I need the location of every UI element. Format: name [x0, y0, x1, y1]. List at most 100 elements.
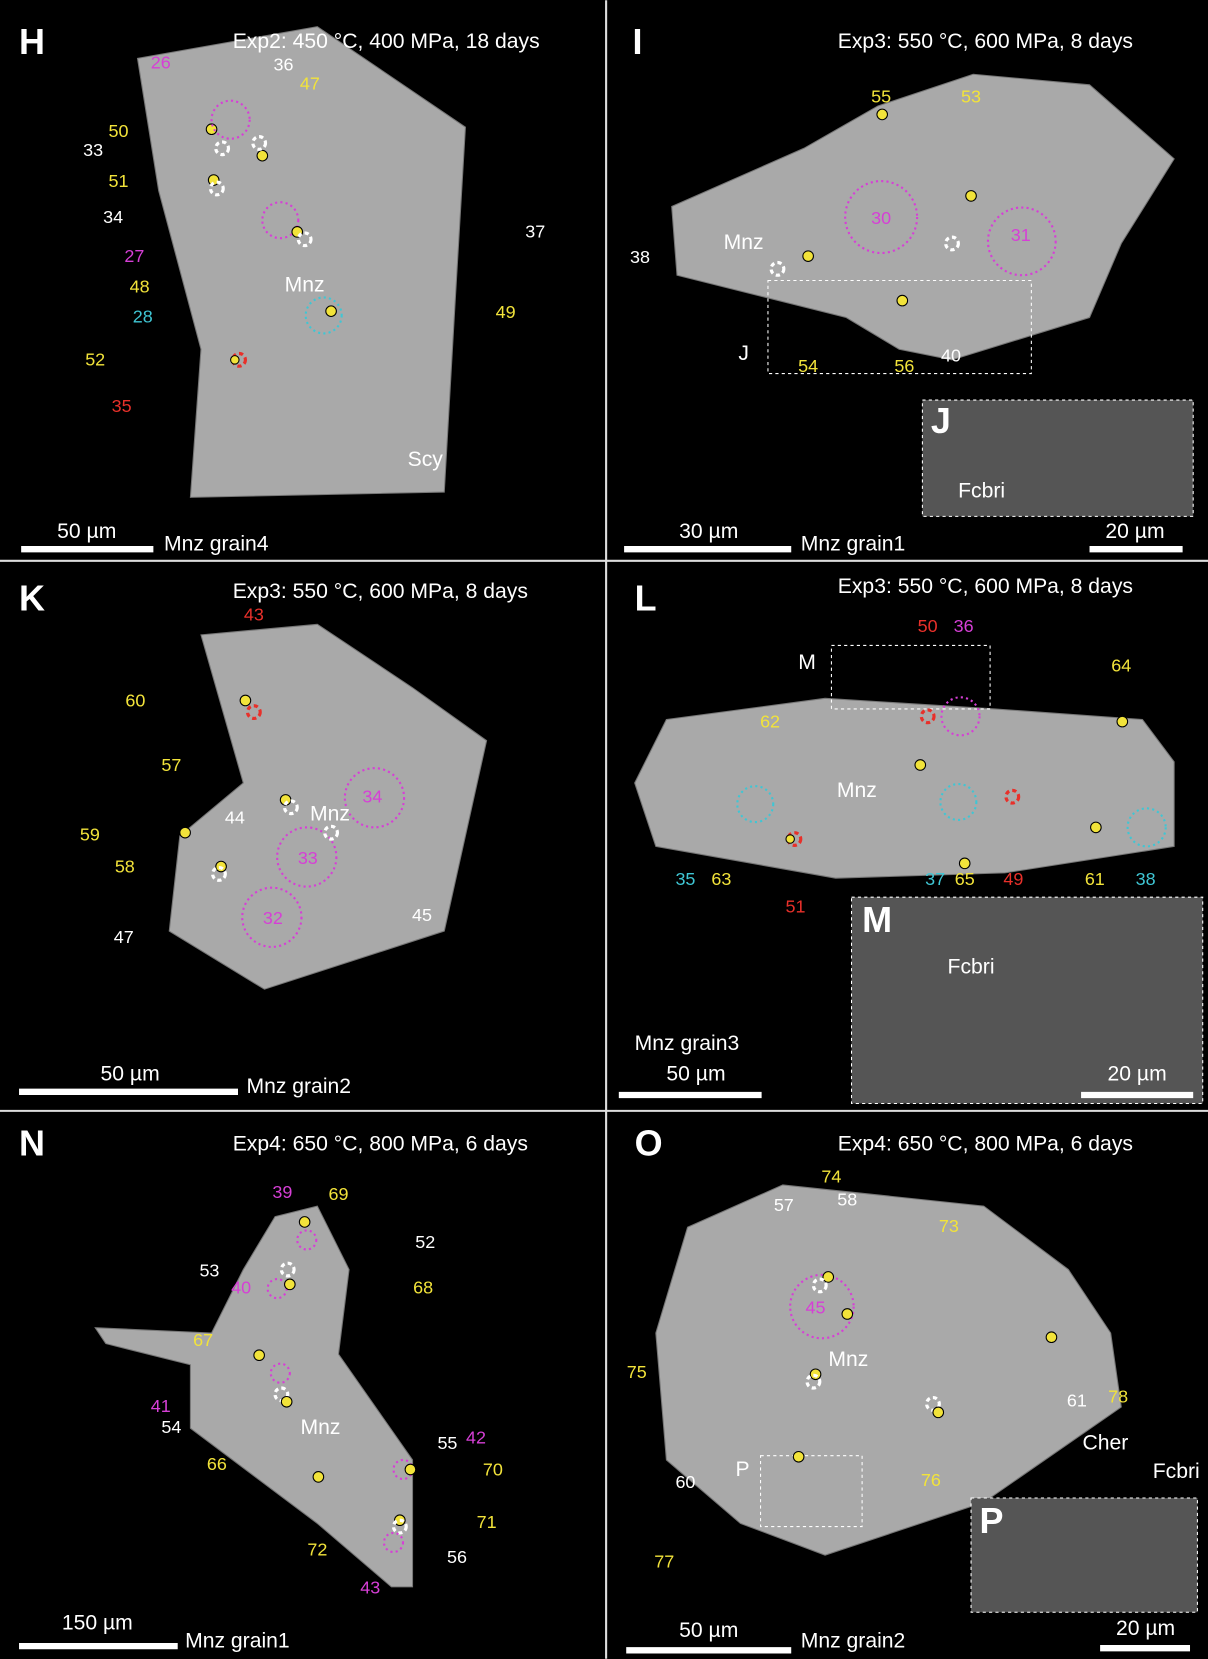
spot-label: 70 — [483, 1459, 503, 1479]
spot-label: 52 — [415, 1232, 435, 1252]
analysis-spot — [915, 760, 926, 771]
spot-label: 61 — [1085, 869, 1105, 889]
analysis-spot — [786, 835, 794, 843]
spot-label: Scy — [408, 448, 444, 471]
spot-label: 34 — [103, 207, 123, 227]
panel-letter: N — [19, 1122, 45, 1163]
spot-label: 55 — [437, 1433, 457, 1453]
spot-label: 58 — [837, 1190, 857, 1210]
grain-name: Mnz grain1 — [801, 533, 906, 556]
spot-label: 55 — [871, 86, 891, 106]
spot-label: 36 — [954, 616, 974, 636]
spot-label: 45 — [806, 1297, 826, 1317]
spot-label: P — [736, 1458, 750, 1481]
analysis-spot — [966, 191, 977, 202]
scale-bar-label: 50 µm — [679, 1619, 738, 1642]
scale-bar-label: 50 µm — [57, 520, 116, 543]
spot-label: Mnz — [724, 231, 764, 254]
analysis-spot — [240, 695, 251, 706]
analysis-spot — [180, 827, 191, 838]
spot-label: 74 — [821, 1166, 841, 1186]
spot-label: Mnz — [837, 779, 877, 802]
spot-label: 45 — [412, 905, 432, 925]
grain-name: Mnz grain2 — [801, 1629, 906, 1652]
spot-label: 63 — [711, 869, 731, 889]
spot-label: 48 — [130, 277, 150, 297]
analysis-spot — [823, 1272, 834, 1283]
analysis-spot — [326, 306, 337, 317]
spot-label: 39 — [272, 1182, 292, 1202]
spot-label: 42 — [466, 1428, 486, 1448]
scale-bar-label: 20 µm — [1108, 1063, 1167, 1086]
analysis-spot — [877, 109, 888, 120]
spot-label: 65 — [955, 869, 975, 889]
spot-label: 28 — [133, 306, 153, 326]
spot-label: 54 — [798, 356, 818, 376]
spot-label: 26 — [151, 52, 171, 72]
grain-name: Mnz grain2 — [246, 1075, 351, 1098]
figure: HExp2: 450 °C, 400 MPa, 18 days50 µmMnz … — [0, 0, 1208, 1659]
spot-label: 50 — [918, 616, 938, 636]
spot-label: 41 — [151, 1396, 171, 1416]
page: HExp2: 450 °C, 400 MPa, 18 days50 µmMnz … — [0, 0, 1208, 1659]
spot-label: 53 — [961, 86, 981, 106]
spot-label: 43 — [244, 605, 264, 625]
phase-label: Fcbri — [948, 956, 995, 979]
analysis-spot — [1046, 1332, 1057, 1343]
spot-label: Cher — [1082, 1432, 1128, 1455]
spot-label: 51 — [108, 171, 128, 191]
spot-label: 35 — [112, 396, 132, 416]
spot-label: 37 — [525, 222, 545, 242]
inset-letter: P — [980, 1500, 1004, 1541]
spot-label: 49 — [496, 302, 516, 322]
spot-label: Mnz — [301, 1416, 341, 1439]
analysis-spot — [405, 1464, 416, 1475]
analysis-spot — [285, 1279, 296, 1290]
spot-label: 73 — [939, 1216, 959, 1236]
panel-letter: I — [633, 21, 643, 62]
spot-label: M — [798, 651, 816, 674]
spot-label: 64 — [1111, 655, 1131, 675]
spot-label: 36 — [273, 55, 293, 75]
spot-label: 47 — [114, 927, 134, 947]
spot-label: 32 — [263, 908, 283, 928]
spot-label: Mnz — [285, 273, 325, 296]
phase-label: Fcbri — [958, 480, 1005, 503]
spot-label: 72 — [307, 1540, 327, 1560]
analysis-spot — [803, 251, 814, 262]
panel-letter: K — [19, 578, 45, 619]
spot-label: 49 — [1003, 869, 1023, 889]
condition: Exp3: 550 °C, 600 MPa, 8 days — [838, 575, 1133, 598]
scale-bar-label: 50 µm — [101, 1063, 160, 1086]
spot-label: 60 — [125, 690, 145, 710]
analysis-spot — [231, 356, 239, 364]
spot-label: 30 — [871, 208, 891, 228]
spot-label: 27 — [124, 246, 144, 266]
analysis-spot — [1117, 716, 1128, 727]
analysis-spot — [959, 858, 970, 869]
spot-label: 76 — [921, 1470, 941, 1490]
analysis-spot — [299, 1217, 310, 1228]
spot-label: 53 — [199, 1260, 219, 1280]
analysis-spot — [933, 1407, 944, 1418]
spot-label: 33 — [83, 140, 103, 160]
grain-name: Mnz grain3 — [635, 1032, 740, 1055]
spot-label: 78 — [1108, 1386, 1128, 1406]
spot-label: 38 — [1136, 869, 1156, 889]
spot-label: 56 — [447, 1547, 467, 1567]
grain-name: Mnz grain4 — [164, 533, 269, 556]
analysis-spot — [257, 150, 268, 161]
analysis-spot — [254, 1350, 265, 1361]
analysis-spot — [313, 1472, 324, 1483]
spot-label: 71 — [477, 1512, 497, 1532]
condition: Exp3: 550 °C, 600 MPa, 8 days — [233, 580, 528, 603]
condition: Exp3: 550 °C, 600 MPa, 8 days — [838, 30, 1133, 53]
spot-label: 58 — [115, 856, 135, 876]
spot-label: 61 — [1067, 1391, 1087, 1411]
inset-letter: J — [931, 400, 951, 441]
spot-label: 56 — [894, 356, 914, 376]
spot-label: 34 — [362, 787, 382, 807]
panel-letter: L — [635, 578, 657, 619]
spot-label: 44 — [225, 808, 245, 828]
spot-label: 51 — [785, 897, 805, 917]
